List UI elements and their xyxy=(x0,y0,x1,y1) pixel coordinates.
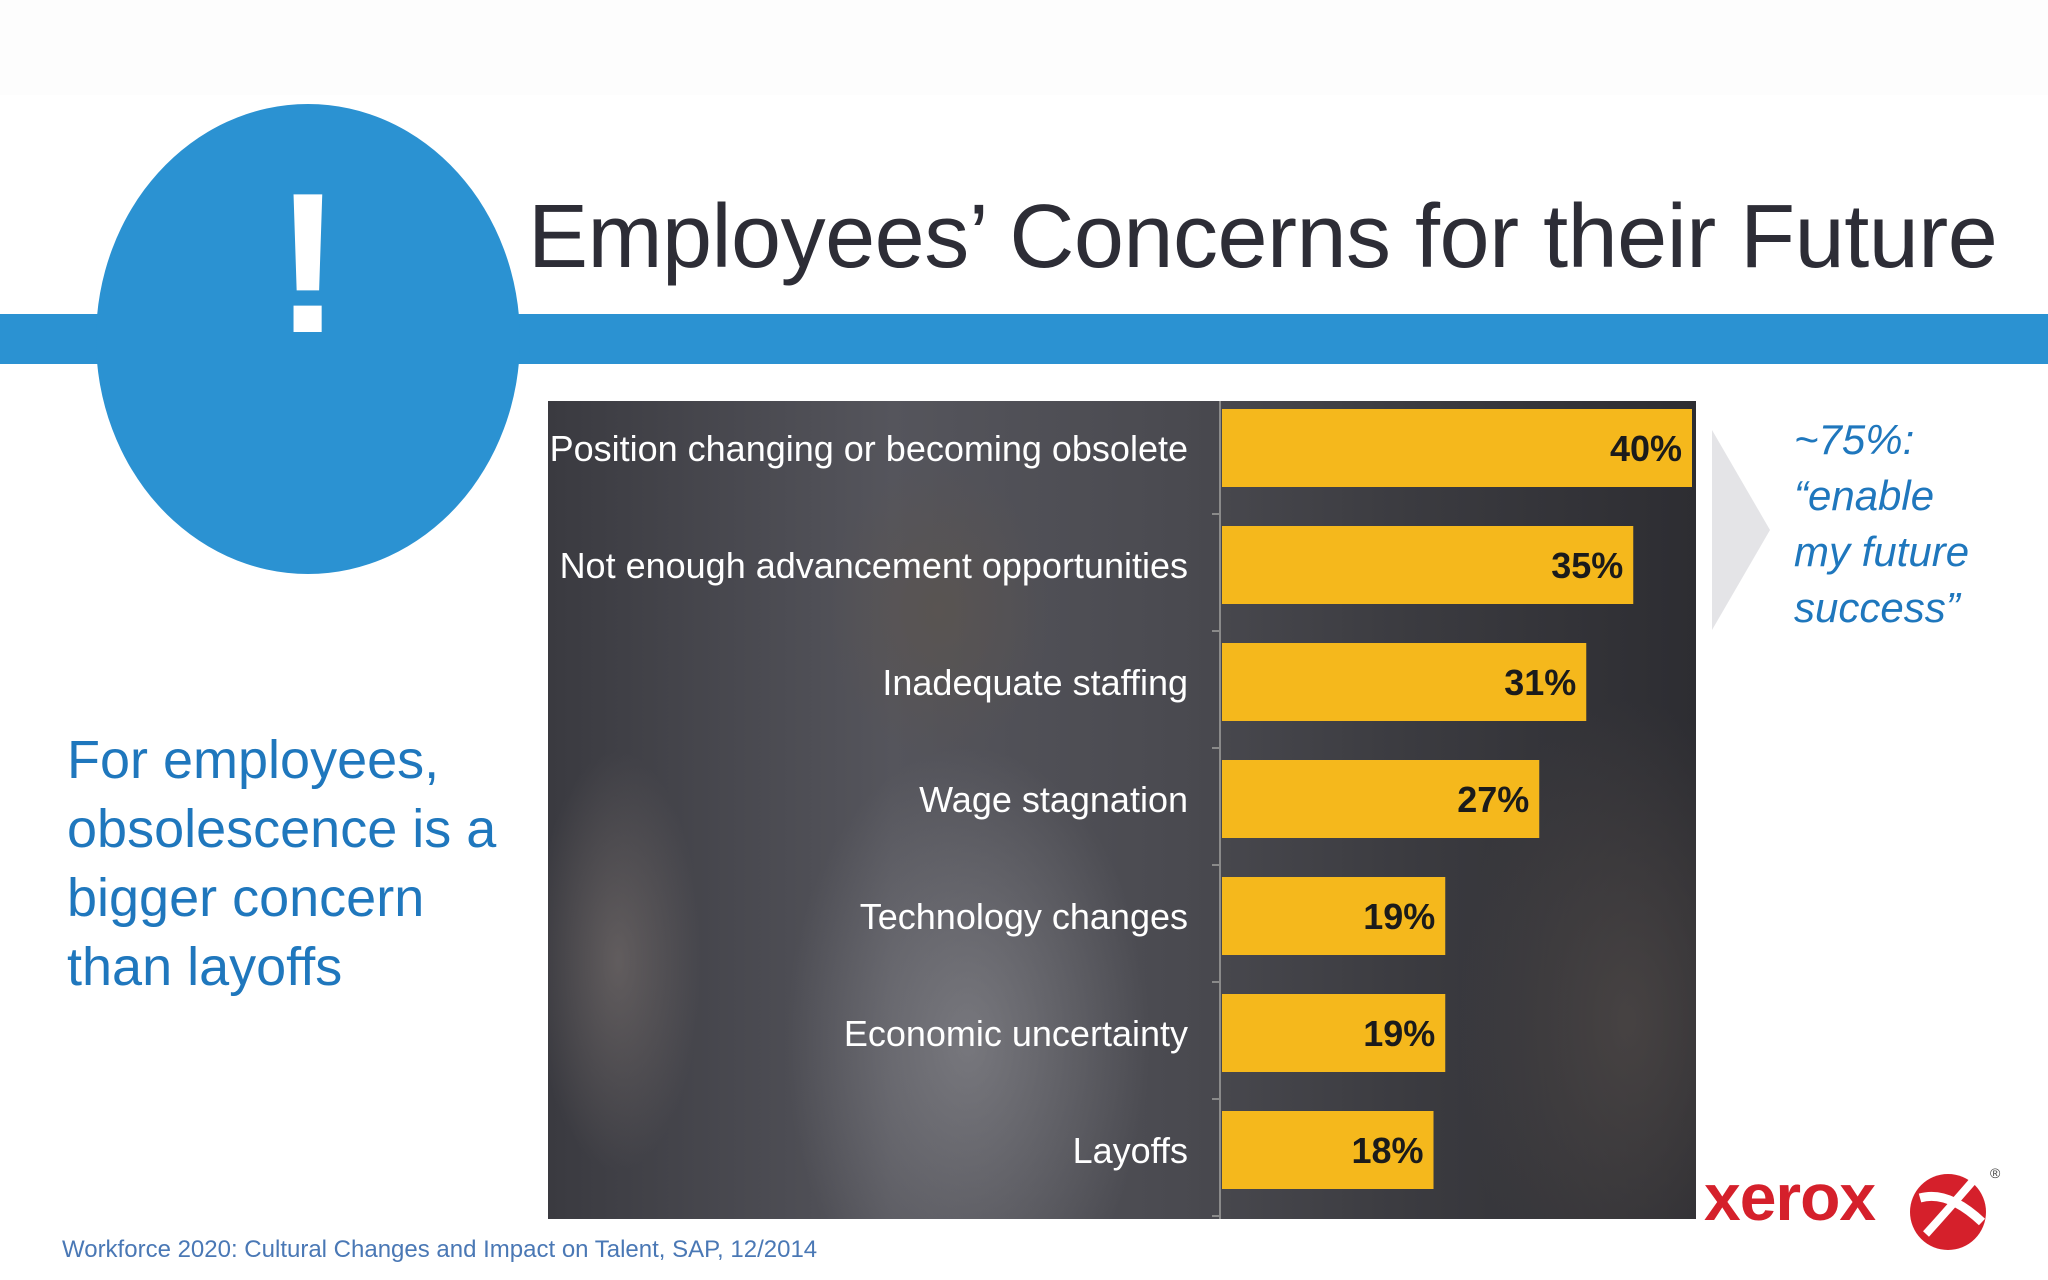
bar-chart: Position changing or becoming obsolete 40… xyxy=(550,401,1692,1219)
category-label: Wage stagnation xyxy=(919,779,1188,820)
callout-line: my future xyxy=(1794,528,1970,575)
callout-line: success” xyxy=(1794,584,1960,631)
registered-mark: ® xyxy=(1990,1165,2001,1181)
category-label: Technology changes xyxy=(860,896,1188,937)
bar xyxy=(1222,760,1540,838)
xerox-logo: xerox ® xyxy=(1704,1160,2004,1256)
bar xyxy=(1222,994,1446,1072)
chevron-right-icon xyxy=(1712,430,1770,630)
exclamation-icon: ! xyxy=(274,152,342,375)
category-label: Not enough advancement opportunities xyxy=(560,545,1188,586)
xerox-ball-icon: ® xyxy=(1910,1165,2001,1250)
bar xyxy=(1222,409,1692,487)
callout-line: “enable xyxy=(1794,472,1935,519)
value-label: 19% xyxy=(1363,1013,1435,1054)
value-label: 40% xyxy=(1610,428,1682,469)
takeaway-text: For employees, obsolescence is a bigger … xyxy=(67,730,497,997)
bar xyxy=(1222,526,1634,604)
bar xyxy=(1222,877,1446,955)
category-label: Position changing or becoming obsolete xyxy=(550,428,1188,469)
value-label: 18% xyxy=(1351,1130,1423,1171)
logo-wordmark: xerox xyxy=(1704,1160,1876,1234)
slide-title: Employees’ Concerns for their Future xyxy=(528,187,1998,287)
value-label: 27% xyxy=(1457,779,1529,820)
category-label: Layoffs xyxy=(1073,1130,1188,1171)
chart-photo-panel: Position changing or becoming obsolete 40… xyxy=(548,401,1696,1219)
value-label: 35% xyxy=(1551,545,1623,586)
value-label: 31% xyxy=(1504,662,1576,703)
category-label: Economic uncertainty xyxy=(844,1013,1188,1054)
category-label: Inadequate staffing xyxy=(882,662,1188,703)
callout-line: ~75%: xyxy=(1794,416,1915,463)
source-citation: Workforce 2020: Cultural Changes and Imp… xyxy=(62,1236,818,1263)
top-band xyxy=(0,0,2048,95)
bar xyxy=(1222,643,1587,721)
value-label: 19% xyxy=(1363,896,1435,937)
alert-circle: ! xyxy=(96,104,520,574)
bar xyxy=(1222,1111,1434,1189)
callout-text: ~75%: “enable my future success” xyxy=(1794,412,2034,636)
